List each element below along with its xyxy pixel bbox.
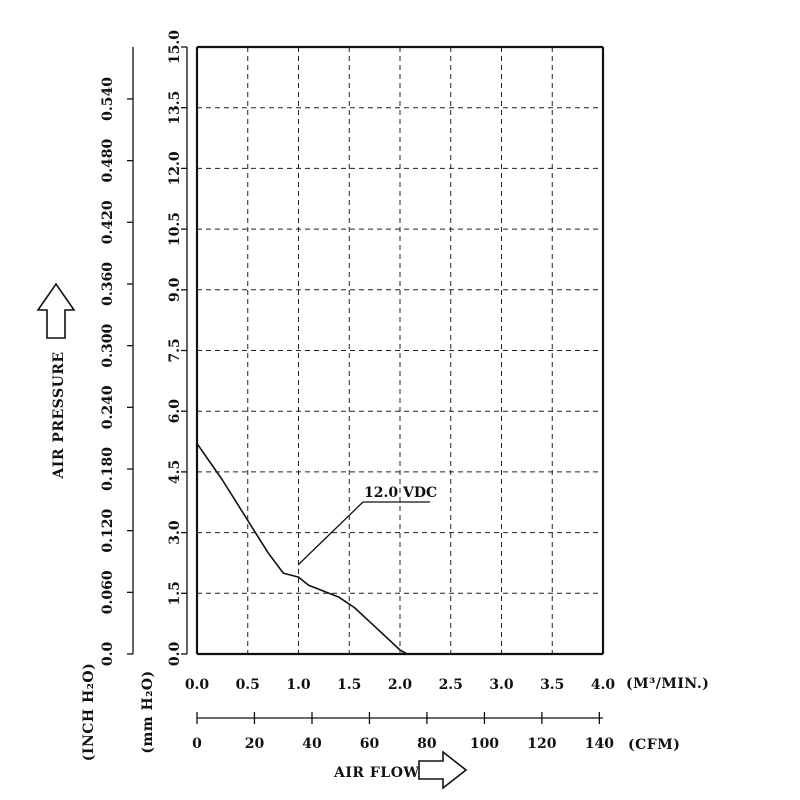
y-secondary-tick-label: 0.120	[100, 508, 116, 552]
x-primary-tick-label: 3.5	[540, 677, 564, 693]
y-secondary-tick-label: 0.0	[100, 642, 116, 667]
y-primary-tick-label: 6.0	[167, 399, 183, 424]
x-secondary-unit: (CFM)	[628, 737, 680, 753]
y-primary-tick-label: 13.5	[167, 91, 183, 125]
x-secondary-tick-label: 20	[245, 736, 265, 752]
x-primary-tick-label: 1.5	[337, 677, 361, 693]
x-secondary-tick-label: 60	[360, 736, 380, 752]
y-secondary-tick-label: 0.420	[100, 200, 116, 244]
y-secondary-tick-label: 0.060	[100, 570, 116, 614]
y-primary-unit: (mm H₂O)	[140, 670, 156, 753]
x-primary-tick-label: 2.5	[439, 677, 463, 693]
y-primary-tick-label: 10.5	[167, 212, 183, 246]
y-primary-tick-label: 15.0	[167, 30, 183, 64]
right-arrow-icon	[418, 750, 468, 790]
annotation-leader	[297, 501, 364, 566]
y-axis-title: AIR PRESSURE	[51, 351, 67, 479]
y-secondary-tick-label: 0.480	[100, 138, 116, 182]
x-secondary-tick-label: 140	[585, 736, 614, 752]
y-primary-tick-label: 9.0	[167, 277, 183, 302]
x-primary-tick-label: 1.0	[286, 677, 311, 693]
x-primary-tick-label: 4.0	[591, 677, 616, 693]
series-layer	[196, 443, 408, 655]
tick-layer: 0.0 1.5 3.0 4.5 6.0 7.5 9.0 10.5 12.0 13.5 15.0 0.0…	[100, 30, 615, 752]
y-secondary-unit: (INCH H₂O)	[81, 663, 97, 761]
series-line	[196, 443, 408, 655]
y-secondary-tick-label: 0.240	[100, 385, 116, 429]
y-primary-tick-label: 7.5	[167, 338, 183, 362]
y-primary-tick-label: 1.5	[167, 581, 183, 605]
x-secondary-tick-label: 0	[192, 736, 202, 752]
y-secondary-tick-label: 0.360	[100, 262, 116, 306]
y-primary-tick-label: 0.0	[167, 642, 183, 667]
x-secondary-tick-label: 40	[302, 736, 322, 752]
x-secondary-tick-label: 100	[470, 736, 499, 752]
curve-annotation-label: 12.0 VDC	[364, 485, 437, 501]
x-axis-title: AIR FLOW	[333, 765, 420, 781]
y-secondary-tick-label: 0.180	[100, 447, 116, 491]
x-primary-tick-label: 3.0	[489, 677, 514, 693]
plot-frame	[195, 45, 605, 656]
up-arrow-icon	[36, 282, 76, 339]
x-primary-tick-label: 0.5	[236, 677, 260, 693]
x-primary-tick-label: 2.0	[388, 677, 413, 693]
x-primary-tick-label: 0.0	[185, 677, 210, 693]
x-secondary-tick-label: 120	[527, 736, 556, 752]
y-primary-tick-label: 12.0	[167, 151, 183, 185]
x-secondary-tick-label: 80	[417, 736, 437, 752]
y-secondary-tick-label: 0.300	[100, 323, 116, 367]
x-primary-unit: (M³/MIN.)	[626, 676, 709, 692]
grid-layer	[197, 47, 603, 654]
y-primary-tick-label: 3.0	[167, 520, 183, 545]
y-primary-tick-label: 4.5	[167, 460, 183, 484]
y-secondary-tick-label: 0.540	[100, 77, 116, 121]
